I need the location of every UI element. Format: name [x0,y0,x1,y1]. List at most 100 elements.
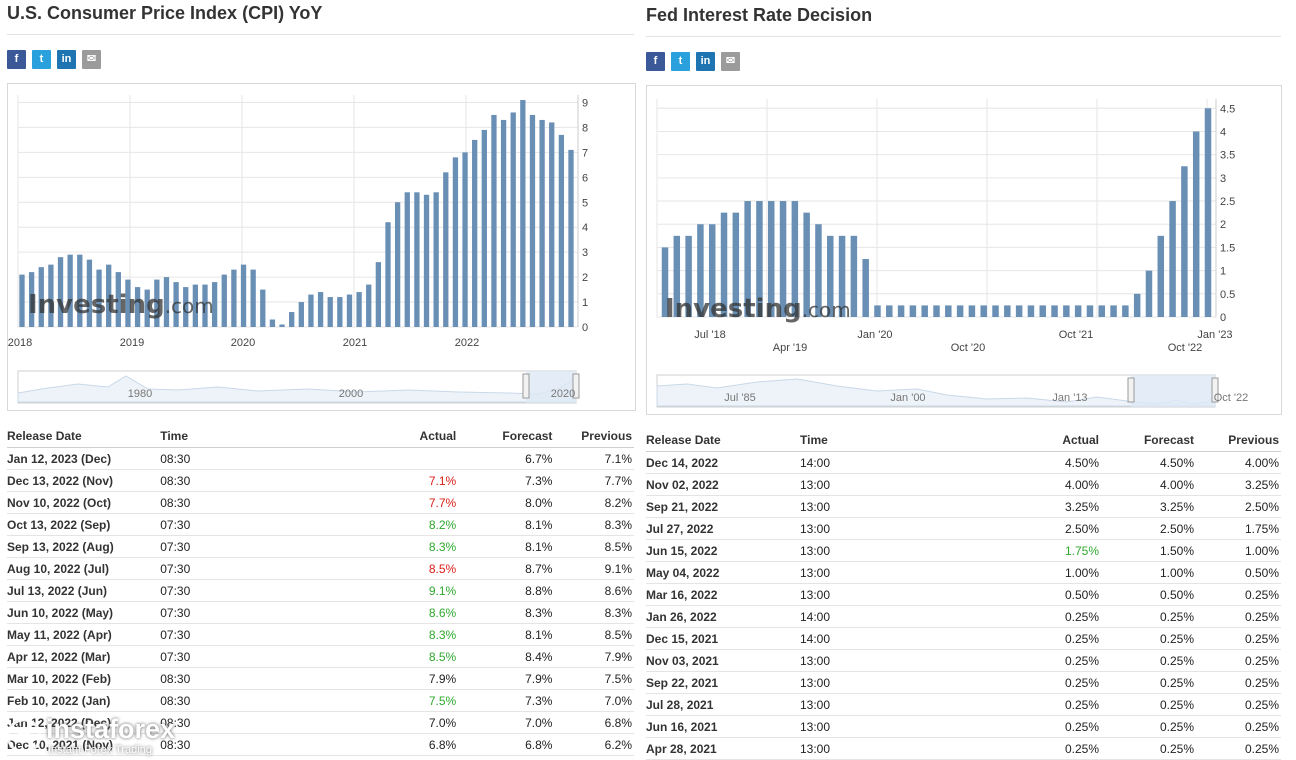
col-previous[interactable]: Previous [1196,429,1281,452]
release-date-cell: Apr 28, 2021 [646,737,800,760]
col-forecast[interactable]: Forecast [458,425,555,448]
chart-bar [491,114,497,327]
table-row[interactable]: Dec 15, 2021 14:00 0.25% 0.25% 0.25% [646,627,1281,650]
table-row[interactable]: Sep 21, 2022 13:00 3.25% 3.25% 2.50% [646,495,1281,518]
chart-bar [956,305,964,317]
fed-chart[interactable]: 0 0.5 1 1.5 2 2.5 3 3.5 4 4.5 Jul '18 Jan '20 Oct '2… [646,85,1282,415]
col-time[interactable]: Time [160,425,291,448]
table-row[interactable]: Mar 16, 2022 13:00 0.50% 0.50% 0.25% [646,583,1281,606]
time-cell: 14:00 [800,605,942,628]
y-tick-label: 0 [582,322,588,334]
cpi-panel: U.S. Consumer Price Index (CPI) YoY f t … [7,0,636,760]
chart-bar [1157,235,1165,317]
table-row[interactable]: May 11, 2022 (Apr) 07:30 8.3% 8.1% 8.5% [7,623,634,646]
col-time[interactable]: Time [800,429,942,452]
col-actual[interactable]: Actual [942,429,1101,452]
y-tick-label: 7 [582,147,588,159]
previous-cell: 0.25% [1196,693,1281,716]
col-forecast[interactable]: Forecast [1101,429,1196,452]
cpi-chart[interactable]: 0 1 2 3 4 5 6 7 8 9 2018 2019 2020 2021 2022 1980 2000 20… [7,83,636,411]
actual-cell: 8.3% [290,623,459,646]
col-actual[interactable]: Actual [290,425,459,448]
release-date-cell: Jul 27, 2022 [646,517,800,540]
table-row[interactable]: Jun 10, 2022 (May) 07:30 8.6% 8.3% 8.3% [7,601,634,624]
previous-cell: 8.3% [554,513,634,536]
linkedin-icon[interactable]: in [696,52,715,71]
actual-cell: 8.5% [290,645,459,668]
table-row[interactable]: Dec 13, 2022 (Nov) 08:30 7.1% 7.3% 7.7% [7,469,634,492]
table-row[interactable]: Sep 13, 2022 (Aug) 07:30 8.3% 8.1% 8.5% [7,535,634,558]
twitter-icon[interactable]: t [32,50,51,69]
previous-cell: 7.5% [554,667,634,690]
actual-cell: 0.25% [942,627,1101,650]
fed-table-body: Dec 14, 2022 14:00 4.50% 4.50% 4.00% Nov 02, … [646,451,1281,760]
col-release-date[interactable]: Release Date [646,429,800,452]
actual-cell: 3.25% [942,495,1101,518]
chart-bar [767,201,775,317]
actual-cell: 9.1% [290,579,459,602]
chart-bar [685,235,692,317]
chart-bar [462,152,468,327]
chart-bar [481,129,487,327]
y-tick-label: 1 [582,297,588,309]
chart-bar [1015,305,1023,317]
col-previous[interactable]: Previous [554,425,634,448]
facebook-icon[interactable]: f [7,50,26,69]
chart-bar [968,305,976,317]
time-cell: 13:00 [800,737,942,760]
chart-bar [269,319,276,327]
table-row[interactable]: May 04, 2022 13:00 1.00% 1.00% 0.50% [646,561,1281,584]
y-tick-label: 1 [1220,266,1226,278]
chart-bar [125,279,131,327]
time-cell: 07:30 [160,535,291,558]
chart-bar [539,119,545,328]
table-row[interactable]: Mar 10, 2022 (Feb) 08:30 7.9% 7.9% 7.5% [7,667,634,690]
email-icon[interactable]: ✉ [721,52,740,71]
table-row[interactable]: Jun 16, 2021 13:00 0.25% 0.25% 0.25% [646,715,1281,738]
linkedin-icon[interactable]: in [57,50,76,69]
table-row[interactable]: Aug 10, 2022 (Jul) 07:30 8.5% 8.7% 9.1% [7,557,634,580]
chart-bar [289,312,295,327]
cpi-share-bar: f t in ✉ [7,50,101,69]
chart-bar [1004,305,1011,317]
table-row[interactable]: Jan 12, 2022 (Dec) 08:30 7.0% 7.0% 6.8% [7,711,634,734]
chart-bar [568,149,574,327]
chart-bar [404,192,410,327]
y-tick-label: 6 [582,172,588,184]
actual-cell: 4.00% [942,473,1101,496]
table-row[interactable]: Jan 12, 2023 (Dec) 08:30 6.7% 7.1% [7,447,634,470]
table-row[interactable]: Dec 10, 2021 (Nov) 08:30 6.8% 6.8% 6.2% [7,733,634,756]
previous-cell: 7.7% [554,469,634,492]
table-row[interactable]: Feb 10, 2022 (Jan) 08:30 7.5% 7.3% 7.0% [7,689,634,712]
chart-bar [250,269,256,327]
forecast-cell: 7.9% [458,667,555,690]
twitter-icon[interactable]: t [671,52,690,71]
release-date-cell: Sep 21, 2022 [646,495,800,518]
actual-cell: 8.2% [290,513,459,536]
chart-bar [298,302,304,327]
table-row[interactable]: Jul 27, 2022 13:00 2.50% 2.50% 1.75% [646,517,1281,540]
table-row[interactable]: Sep 22, 2021 13:00 0.25% 0.25% 0.25% [646,671,1281,694]
table-row[interactable]: Apr 12, 2022 (Mar) 07:30 8.5% 8.4% 7.9% [7,645,634,668]
table-row[interactable]: Nov 03, 2021 13:00 0.25% 0.25% 0.25% [646,649,1281,672]
table-row[interactable]: Oct 13, 2022 (Sep) 07:30 8.2% 8.1% 8.3% [7,513,634,536]
col-release-date[interactable]: Release Date [7,425,161,448]
table-row[interactable]: Jul 13, 2022 (Jun) 07:30 9.1% 8.8% 8.6% [7,579,634,602]
navigator-handle [1127,377,1135,403]
table-row[interactable]: Nov 10, 2022 (Oct) 08:30 7.7% 8.0% 8.2% [7,491,634,514]
navigator-handle [572,373,580,399]
release-date-cell: May 11, 2022 (Apr) [7,623,161,646]
table-row[interactable]: Apr 28, 2021 13:00 0.25% 0.25% 0.25% [646,737,1281,760]
navigator-handle [1211,377,1219,403]
table-row[interactable]: Jul 28, 2021 13:00 0.25% 0.25% 0.25% [646,693,1281,716]
facebook-icon[interactable]: f [646,52,665,71]
table-row[interactable]: Jan 26, 2022 14:00 0.25% 0.25% 0.25% [646,605,1281,628]
release-date-cell: Sep 13, 2022 (Aug) [7,535,161,558]
table-row[interactable]: Nov 02, 2022 13:00 4.00% 4.00% 3.25% [646,473,1281,496]
table-row[interactable]: Jun 15, 2022 13:00 1.75% 1.50% 1.00% [646,539,1281,562]
previous-cell: 7.9% [554,645,634,668]
fed-share-bar: f t in ✉ [646,52,740,71]
forecast-cell: 6.7% [458,447,555,470]
email-icon[interactable]: ✉ [82,50,101,69]
table-row[interactable]: Dec 14, 2022 14:00 4.50% 4.50% 4.00% [646,451,1281,474]
